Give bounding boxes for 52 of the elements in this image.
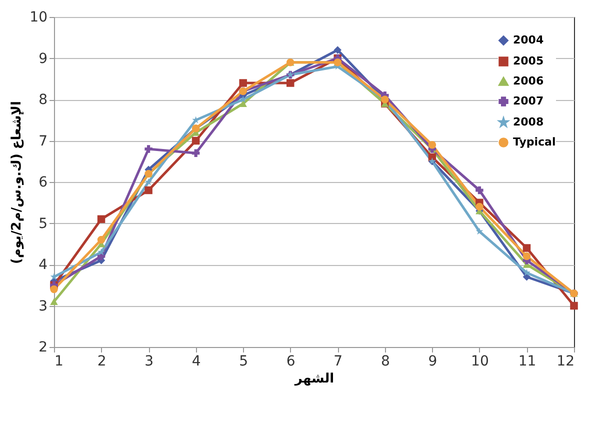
point — [192, 149, 200, 157]
point — [50, 298, 58, 305]
point — [428, 141, 436, 149]
point — [192, 116, 200, 124]
x-tick-label: 1 — [54, 354, 64, 370]
point — [98, 248, 105, 256]
x-tick-label: 7 — [334, 354, 343, 370]
point — [522, 244, 531, 252]
x-tick-label: 6 — [286, 354, 296, 370]
legend-label: Typical — [513, 136, 556, 148]
x-tick-label: 3 — [144, 354, 154, 370]
point — [476, 186, 484, 194]
point — [97, 215, 106, 223]
y-axis-title: الإشعاع (ك.و.س/م2/يوم) — [10, 101, 25, 264]
x-tick-label: 2 — [97, 354, 106, 370]
x-tick-label: 9 — [428, 354, 438, 370]
x-axis-title: الشهر — [294, 372, 334, 386]
point — [476, 228, 484, 235]
legend-label: 2008 — [513, 116, 544, 128]
point — [97, 236, 106, 244]
legend-label: 2007 — [513, 94, 544, 108]
x-tick-label: 11 — [518, 354, 536, 370]
y-tick-label: 6 — [38, 174, 48, 190]
legend-label: 2004 — [513, 34, 544, 46]
point — [334, 46, 342, 54]
x-tick-label: 12 — [556, 354, 574, 370]
x-tick-label: 10 — [471, 354, 489, 370]
y-tick-label: 3 — [38, 298, 48, 314]
point — [239, 100, 247, 107]
y-tick-label: 8 — [38, 92, 48, 108]
point — [522, 252, 531, 260]
x-tick-label: 4 — [192, 354, 201, 370]
point — [192, 136, 200, 145]
y-tick-label: 4 — [38, 257, 48, 273]
point — [144, 186, 152, 194]
x-tick-label: 5 — [239, 354, 248, 370]
point — [286, 79, 294, 87]
y-tick-label: 10 — [30, 10, 48, 26]
legend-label: 2005 — [513, 54, 544, 68]
point — [144, 145, 152, 153]
point — [476, 202, 484, 211]
y-tick-label: 5 — [38, 216, 48, 232]
point — [570, 302, 578, 310]
point — [523, 268, 530, 276]
y-tick-label: 2 — [38, 340, 48, 356]
x-tick-label: 8 — [380, 354, 390, 370]
point — [144, 178, 152, 186]
y-tick-label: 9 — [38, 50, 48, 67]
legend-label: 2006 — [513, 74, 544, 88]
point — [50, 285, 58, 294]
y-tick-label: 7 — [38, 133, 48, 150]
point — [239, 79, 247, 87]
